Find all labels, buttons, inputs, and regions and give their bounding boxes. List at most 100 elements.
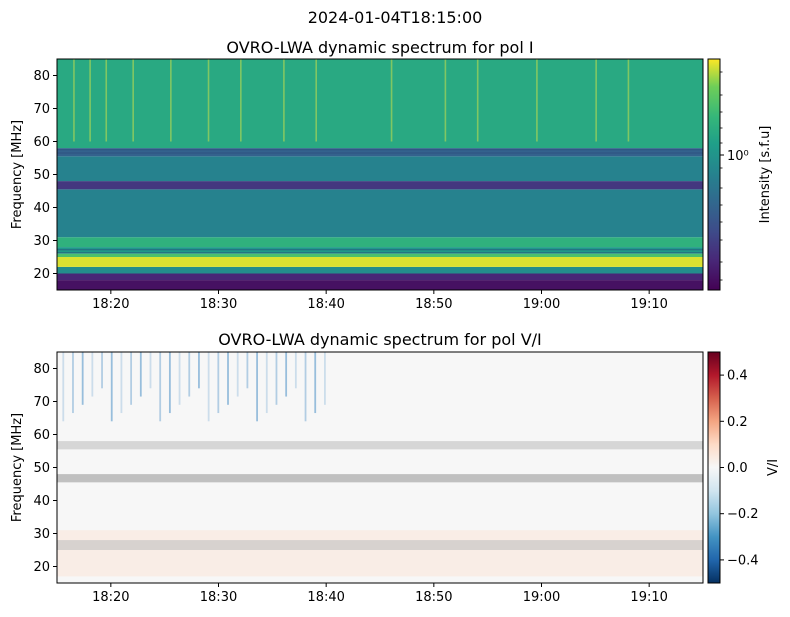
vi-streak-17 [227,352,229,405]
burst-3 [132,59,134,142]
mask-band-2 [57,540,703,550]
panel-pol-i-colorbar-major-label: 10⁰ [727,149,749,164]
y-tick-label-6: 80 [33,362,50,377]
cb2-tick-label-4: −0.4 [727,553,759,568]
vi-streak-27 [324,352,326,405]
vi-streak-23 [285,352,288,397]
panel-pol-i-x-ticks: 18:20 18:30 18:40 18:50 19:00 19:10 [92,290,668,312]
x-tick-label-4: 19:00 [523,297,560,312]
vi-streak-2 [81,352,84,405]
x-tick-label-0: 18:20 [92,590,129,605]
panel-pol-vi: OVRO-LWA dynamic spectrum for pol V/I 18… [10,330,781,605]
burst-14 [627,59,630,142]
burst-1 [89,59,91,142]
burst-2 [105,59,108,142]
cb2-tick-label-2: 0.0 [727,461,748,476]
cb2-tick-label-1: 0.2 [727,415,748,430]
vi-streak-20 [256,352,258,422]
mask-band-1 [57,441,703,450]
burst-11 [476,59,479,142]
band-5 [57,247,703,254]
vi-streak-1 [72,352,74,414]
vi-streak-18 [236,352,239,397]
vi-streak-10 [159,352,162,422]
band-1 [57,273,703,281]
burst-10 [444,59,447,142]
vi-streak-5 [110,352,113,422]
x-tick-label-0: 18:20 [92,297,129,312]
y-tick-label-5: 70 [33,395,50,410]
panel-pol-vi-colorbar-label: V/I [766,459,781,476]
figure-suptitle: 2024-01-04T18:15:00 [308,8,483,27]
burst-4 [170,59,172,142]
y-tick-label-3: 50 [33,168,50,183]
panel-pol-i-title: OVRO-LWA dynamic spectrum for pol I [226,38,533,57]
vi-streak-22 [275,352,278,405]
band-2 [57,266,703,274]
panel-pol-vi-colorbar-gradient [707,351,721,584]
vi-streak-16 [217,352,220,414]
vi-streak-6 [120,352,123,414]
panel-pol-i-colorbar-ticks [720,71,724,281]
band-9 [57,156,703,182]
y-tick-label-6: 80 [33,69,50,84]
mask-band-0 [57,474,703,483]
x-tick-label-2: 18:40 [307,297,344,312]
panel-pol-i-heatmap [57,59,703,290]
y-tick-label-4: 60 [33,135,50,150]
cb2-tick-label-3: −0.2 [727,507,759,522]
burst-9 [390,59,393,142]
vi-streak-13 [188,352,191,397]
vi-streak-19 [246,352,249,389]
burst-8 [315,59,317,142]
vi-streak-4 [101,352,103,389]
y-tick-label-2: 40 [33,201,50,216]
panel-pol-vi-colorbar-ticks: 0.4 0.2 0.0 −0.2 −0.4 [720,369,759,568]
burst-6 [240,59,242,142]
cb2-tick-label-0: 0.4 [727,369,748,384]
x-tick-label-1: 18:30 [200,297,237,312]
x-tick-label-1: 18:30 [200,590,237,605]
x-tick-label-4: 19:00 [523,590,560,605]
burst-7 [283,59,285,142]
band-4 [57,253,703,257]
band-6 [57,237,703,248]
vi-streak-8 [139,352,142,397]
band-0 [57,280,703,290]
panel-pol-vi-title: OVRO-LWA dynamic spectrum for pol V/I [218,330,542,349]
burst-12 [536,59,538,142]
burst-5 [207,59,210,142]
vi-streak-0 [62,352,65,422]
panel-pol-vi-heatmap [57,352,703,583]
burst-0 [73,59,75,142]
panel-pol-i-colorbar: 10⁰ Intensity [s.f.u] [707,58,773,291]
vi-streak-21 [265,352,268,414]
band-10 [57,148,703,157]
y-tick-label-0: 20 [33,267,50,282]
burst-13 [595,59,597,142]
vi-streak-12 [178,352,181,405]
vi-streak-15 [207,352,210,422]
y-tick-label-2: 40 [33,494,50,509]
panel-pol-vi-ylabel: Frequency [MHz] [10,413,25,522]
vi-streak-11 [168,352,171,414]
x-tick-label-5: 19:10 [630,297,667,312]
y-tick-label-1: 30 [33,527,50,542]
y-tick-label-5: 70 [33,102,50,117]
panel-pol-i-colorbar-gradient [707,58,721,291]
band-3 [57,257,703,267]
band-8 [57,181,703,190]
x-tick-label-3: 18:50 [415,590,452,605]
x-tick-label-3: 18:50 [415,297,452,312]
panel-pol-i-colorbar-label: Intensity [s.f.u] [758,126,773,224]
vi-streak-24 [294,352,297,389]
vi-streak-3 [91,352,94,397]
panel-pol-i-y-ticks: 20 30 40 50 60 70 80 [33,69,57,282]
panel-pol-i-ylabel: Frequency [MHz] [10,120,25,229]
band-11 [57,59,703,149]
y-tick-label-0: 20 [33,560,50,575]
panel-pol-vi-y-ticks: 20 30 40 50 60 70 80 [33,362,57,575]
x-tick-label-5: 19:10 [630,590,667,605]
panel-pol-i: OVRO-LWA dynamic spectrum for pol I 18:2… [10,38,773,312]
band-7 [57,189,703,238]
